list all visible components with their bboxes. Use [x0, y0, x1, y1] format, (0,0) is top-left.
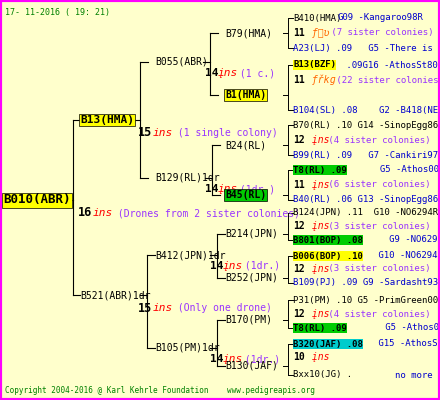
- Text: B252(JPN): B252(JPN): [225, 273, 278, 283]
- Text: B006(BOP) .10: B006(BOP) .10: [293, 252, 363, 260]
- Text: (4 sister colonies): (4 sister colonies): [323, 136, 430, 144]
- Text: įns: įns: [223, 354, 243, 364]
- Text: 14: 14: [205, 68, 219, 78]
- Text: B010(ABR): B010(ABR): [3, 194, 70, 206]
- Text: (1 single colony): (1 single colony): [172, 128, 278, 138]
- Text: įns: įns: [218, 184, 238, 194]
- Text: Bxx10(JG) .: Bxx10(JG) .: [293, 370, 352, 380]
- Text: B13(BZF): B13(BZF): [293, 60, 336, 70]
- Text: (3 sister colonies): (3 sister colonies): [323, 264, 430, 274]
- Text: G15 -AthosSt80R: G15 -AthosSt80R: [373, 340, 440, 348]
- Text: Copyright 2004-2016 @ Karl Kehrle Foundation    www.pedigreapis.org: Copyright 2004-2016 @ Karl Kehrle Founda…: [5, 386, 315, 395]
- Text: B79(HMA): B79(HMA): [225, 28, 272, 38]
- Text: B105(PM)1dr: B105(PM)1dr: [155, 343, 220, 353]
- Text: B99(RL) .09   G7 -Cankiri97Q: B99(RL) .09 G7 -Cankiri97Q: [293, 150, 440, 160]
- Text: B130(JAF): B130(JAF): [225, 361, 278, 371]
- Text: 14: 14: [210, 261, 224, 271]
- Text: 15: 15: [138, 302, 152, 314]
- Text: G09: G09: [338, 14, 354, 22]
- Text: įns: įns: [306, 264, 330, 274]
- Text: B40(RL) .06 G13 -SinopEgg86R: B40(RL) .06 G13 -SinopEgg86R: [293, 196, 440, 204]
- Text: (1dr.): (1dr.): [239, 261, 280, 271]
- Text: B170(PM): B170(PM): [225, 315, 272, 325]
- Text: -Kangaroo98R: -Kangaroo98R: [353, 14, 423, 22]
- Text: B214(JPN): B214(JPN): [225, 229, 278, 239]
- Text: B320(JAF) .08: B320(JAF) .08: [293, 340, 363, 348]
- Text: ƒᴥʋ: ƒᴥʋ: [306, 28, 330, 38]
- Text: G10 -NO6294R: G10 -NO6294R: [373, 252, 440, 260]
- Text: 17- 11-2016 ( 19: 21): 17- 11-2016 ( 19: 21): [5, 8, 110, 17]
- Text: (7 sister colonies): (7 sister colonies): [326, 28, 433, 38]
- Text: įns: įns: [306, 180, 330, 190]
- Text: B521(ABR)1dr: B521(ABR)1dr: [80, 290, 150, 300]
- Text: B055(ABR): B055(ABR): [155, 57, 208, 67]
- Text: įns: įns: [306, 352, 330, 362]
- Text: B1(HMA): B1(HMA): [225, 90, 266, 100]
- Text: ins: ins: [93, 208, 113, 218]
- Text: no more: no more: [395, 370, 433, 380]
- Text: ƒřkɡ: ƒřkɡ: [306, 75, 335, 85]
- Text: įns: įns: [306, 309, 330, 319]
- Text: 14: 14: [205, 184, 219, 194]
- Text: .09G16 -AthosSt80R: .09G16 -AthosSt80R: [341, 60, 440, 70]
- Text: G5 -Athos00R: G5 -Athos00R: [353, 324, 440, 332]
- Text: ins: ins: [153, 128, 173, 138]
- Text: 14: 14: [210, 354, 224, 364]
- Text: (4 sister colonies): (4 sister colonies): [323, 310, 430, 318]
- Text: A23(LJ) .09   G5 -There is NO: A23(LJ) .09 G5 -There is NO: [293, 44, 440, 52]
- Text: 16: 16: [78, 206, 92, 220]
- Text: B412(JPN)1dr: B412(JPN)1dr: [155, 250, 225, 260]
- Text: (3 sister colonies): (3 sister colonies): [323, 222, 430, 230]
- Text: B45(RL): B45(RL): [225, 190, 266, 200]
- Text: G5 -Athos00R: G5 -Athos00R: [353, 166, 440, 174]
- Text: 11: 11: [293, 28, 305, 38]
- Text: B801(BOP) .08: B801(BOP) .08: [293, 236, 363, 244]
- Text: įns: įns: [218, 68, 238, 78]
- Text: T8(RL) .09: T8(RL) .09: [293, 324, 347, 332]
- Text: 11: 11: [293, 180, 305, 190]
- Text: (1 c.): (1 c.): [234, 68, 275, 78]
- Text: 12: 12: [293, 309, 305, 319]
- Text: B124(JPN) .11  G10 -NO6294R: B124(JPN) .11 G10 -NO6294R: [293, 208, 438, 218]
- Text: T8(RL) .09: T8(RL) .09: [293, 166, 347, 174]
- Text: (Only one drone): (Only one drone): [172, 303, 272, 313]
- Text: įns: įns: [306, 135, 330, 145]
- Text: B24(RL): B24(RL): [225, 140, 266, 150]
- Text: (Drones from 2 sister colonies): (Drones from 2 sister colonies): [112, 208, 300, 218]
- Text: P31(PM) .10 G5 -PrimGreen00: P31(PM) .10 G5 -PrimGreen00: [293, 296, 438, 304]
- Text: (1dr.): (1dr.): [239, 354, 280, 364]
- Text: ins: ins: [153, 303, 173, 313]
- Text: B13(HMA): B13(HMA): [80, 115, 134, 125]
- Text: 11: 11: [293, 75, 305, 85]
- Text: 15: 15: [138, 126, 152, 140]
- Text: B104(SL) .08    G2 -B418(NE): B104(SL) .08 G2 -B418(NE): [293, 106, 440, 114]
- Text: 12: 12: [293, 264, 305, 274]
- Text: (22 sister colonies): (22 sister colonies): [331, 76, 440, 84]
- Text: 12: 12: [293, 221, 305, 231]
- Text: B70(RL) .10 G14 -SinopEgg86R: B70(RL) .10 G14 -SinopEgg86R: [293, 120, 440, 130]
- Text: B109(PJ) .09 G9 -Sardasht93R: B109(PJ) .09 G9 -Sardasht93R: [293, 278, 440, 288]
- Text: B410(HMA): B410(HMA): [293, 14, 341, 22]
- Text: 10: 10: [293, 352, 305, 362]
- Text: G9 -NO6294R: G9 -NO6294R: [373, 236, 440, 244]
- Text: (1dr.): (1dr.): [234, 184, 275, 194]
- Text: (6 sister colonies): (6 sister colonies): [323, 180, 430, 190]
- Text: 12: 12: [293, 135, 305, 145]
- Text: B129(RL)1dr: B129(RL)1dr: [155, 173, 220, 183]
- Text: įns: įns: [223, 261, 243, 271]
- Text: įns: įns: [306, 221, 330, 231]
